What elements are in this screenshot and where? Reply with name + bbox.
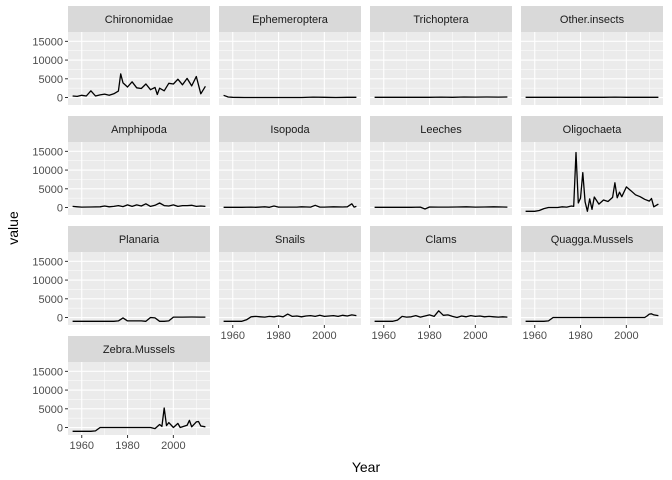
y-tick-label: 10000 bbox=[32, 385, 63, 397]
y-tick-label: 0 bbox=[57, 203, 63, 215]
series-line bbox=[72, 202, 206, 208]
facet-strip bbox=[370, 226, 512, 252]
y-tick-label: 5000 bbox=[39, 184, 63, 196]
x-tick-label: 2000 bbox=[312, 330, 336, 342]
facet-strip bbox=[521, 6, 663, 32]
y-tick-label: 0 bbox=[57, 313, 63, 325]
facet-strip bbox=[521, 116, 663, 142]
series-line bbox=[72, 73, 206, 98]
series-line bbox=[374, 206, 508, 210]
y-axis-title: value bbox=[5, 211, 21, 245]
facet-strip bbox=[68, 226, 210, 252]
panel-background bbox=[68, 252, 210, 325]
facet-zebra-mussels: Zebra.Mussels 0 5000 10000 15000 1960 1980 2000 bbox=[32, 336, 210, 452]
facet-strip bbox=[370, 6, 512, 32]
x-tick-label: 1980 bbox=[266, 330, 290, 342]
facet-strip bbox=[68, 116, 210, 142]
facet-strip-label: Chironomidae bbox=[105, 14, 173, 26]
panel-background bbox=[370, 32, 512, 105]
x-tick-label: 1980 bbox=[568, 330, 592, 342]
facet-strip-label: Other.insects bbox=[560, 14, 625, 26]
facet-strip-label: Zebra.Mussels bbox=[103, 344, 176, 356]
facet-leeches: Leeches bbox=[370, 116, 512, 215]
facet-strip bbox=[370, 116, 512, 142]
series-line bbox=[374, 310, 508, 322]
facet-panels: Chironomidae 0 5000 10000 15000 Ephemeroptera… bbox=[32, 6, 663, 452]
y-tick-label: 15000 bbox=[32, 366, 63, 378]
x-tick-label: 1960 bbox=[371, 330, 395, 342]
panel-background bbox=[219, 252, 361, 325]
series-line bbox=[525, 313, 659, 322]
panel-background bbox=[68, 32, 210, 105]
facet-ephemeroptera: Ephemeroptera bbox=[219, 6, 361, 105]
panel-background bbox=[219, 32, 361, 105]
panel-background bbox=[68, 362, 210, 435]
series-line bbox=[223, 203, 357, 208]
facet-amphipoda: Amphipoda 0 5000 10000 15000 bbox=[32, 116, 210, 215]
x-tick-label: 2000 bbox=[161, 440, 185, 452]
panel-background bbox=[370, 252, 512, 325]
facet-strip bbox=[68, 336, 210, 362]
series-line bbox=[72, 407, 206, 432]
y-tick-label: 0 bbox=[57, 93, 63, 105]
y-tick-label: 15000 bbox=[32, 256, 63, 268]
x-axis-title: Year bbox=[352, 459, 381, 475]
facet-strip-label: Ephemeroptera bbox=[252, 14, 329, 26]
facet-strip-label: Quagga.Mussels bbox=[551, 234, 634, 246]
facet-clams: Clams 1960 1980 2000 bbox=[370, 226, 512, 342]
x-tick-label: 1960 bbox=[220, 330, 244, 342]
panel-background bbox=[521, 252, 663, 325]
facet-strip bbox=[68, 6, 210, 32]
panel-background bbox=[521, 32, 663, 105]
series-line bbox=[223, 94, 357, 99]
facet-oligochaeta: Oligochaeta bbox=[521, 116, 663, 215]
facet-strip-label: Trichoptera bbox=[413, 14, 469, 26]
y-tick-label: 5000 bbox=[39, 294, 63, 306]
panel-background bbox=[219, 142, 361, 215]
facet-strip-label: Oligochaeta bbox=[563, 124, 623, 136]
facet-strip-label: Clams bbox=[425, 234, 457, 246]
y-tick-label: 0 bbox=[57, 423, 63, 435]
x-tick-label: 2000 bbox=[614, 330, 638, 342]
facet-strip bbox=[219, 6, 361, 32]
facet-strip bbox=[219, 226, 361, 252]
y-tick-label: 10000 bbox=[32, 55, 63, 67]
facet-trichoptera: Trichoptera bbox=[370, 6, 512, 105]
x-tick-label: 1960 bbox=[69, 440, 93, 452]
x-tick-label: 1960 bbox=[522, 330, 546, 342]
facet-strip-label: Leeches bbox=[420, 124, 462, 136]
y-tick-label: 10000 bbox=[32, 275, 63, 287]
facet-strip-label: Snails bbox=[275, 234, 305, 246]
facet-strip-label: Amphipoda bbox=[111, 124, 168, 136]
panel-background bbox=[521, 142, 663, 215]
series-line bbox=[223, 313, 357, 322]
facet-other-insects: Other.insects bbox=[521, 6, 663, 105]
y-tick-label: 5000 bbox=[39, 404, 63, 416]
facet-strip-label: Isopoda bbox=[270, 124, 310, 136]
facet-planaria: Planaria 0 5000 10000 15000 bbox=[32, 226, 210, 325]
y-tick-label: 10000 bbox=[32, 165, 63, 177]
series-line bbox=[525, 151, 659, 212]
facet-quagga-mussels: Quagga.Mussels 1960 1980 2000 bbox=[521, 226, 663, 342]
facet-chironomidae: Chironomidae 0 5000 10000 15000 bbox=[32, 6, 210, 105]
y-tick-label: 15000 bbox=[32, 146, 63, 158]
y-tick-label: 15000 bbox=[32, 36, 63, 48]
x-tick-label: 1980 bbox=[115, 440, 139, 452]
facet-snails: Snails 1960 1980 2000 bbox=[219, 226, 361, 342]
facet-strip bbox=[521, 226, 663, 252]
x-tick-label: 1980 bbox=[417, 330, 441, 342]
y-tick-label: 5000 bbox=[39, 74, 63, 86]
panel-background bbox=[370, 142, 512, 215]
facet-strip bbox=[219, 116, 361, 142]
facet-strip-label: Planaria bbox=[119, 234, 160, 246]
facet-isopoda: Isopoda bbox=[219, 116, 361, 215]
panel-background bbox=[68, 142, 210, 215]
series-line bbox=[72, 316, 206, 322]
x-tick-label: 2000 bbox=[463, 330, 487, 342]
